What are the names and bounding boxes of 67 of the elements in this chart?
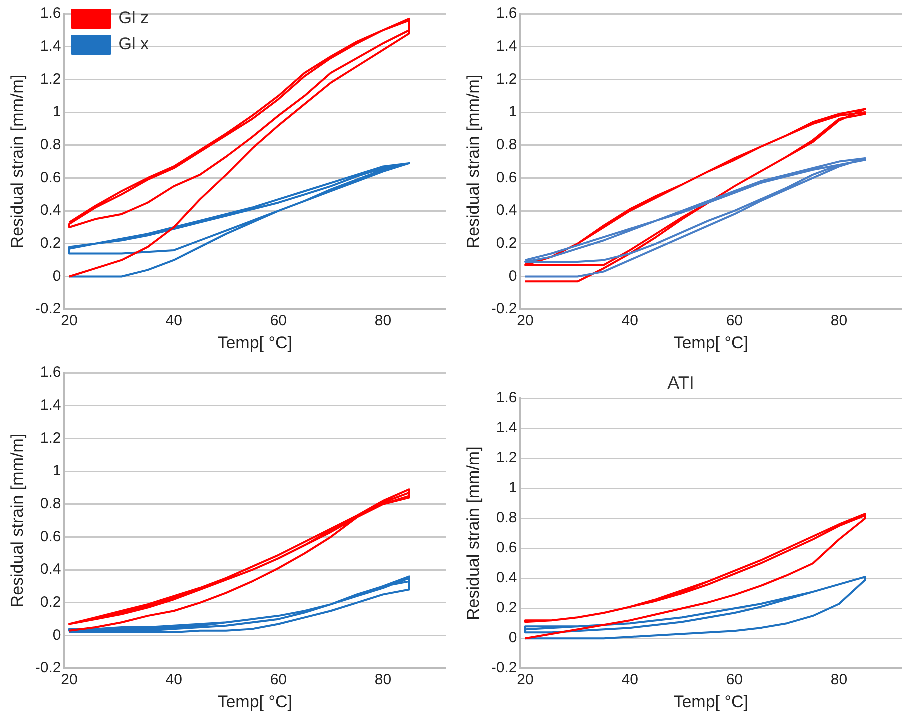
y-tick-label: -0.2	[35, 300, 62, 318]
y-tick-label: 1	[52, 104, 62, 121]
y-axis-title: Residual strain [mm/m]	[464, 446, 483, 621]
x-tick-label: 60	[726, 672, 743, 689]
y-axis-title: Residual strain [mm/m]	[464, 74, 483, 249]
y-tick-label: 0	[52, 626, 62, 644]
x-tick-label: 20	[61, 312, 78, 330]
y-tick-label: 0.4	[496, 202, 518, 220]
y-tick-label: 1.2	[496, 450, 518, 467]
x-tick-label: 20	[61, 672, 78, 689]
y-tick-label: 1.6	[496, 390, 518, 407]
y-tick-label: 1	[508, 480, 518, 497]
x-tick-label: 40	[622, 672, 638, 689]
legend-label: Gl z	[118, 8, 149, 28]
x-tick-label: 60	[270, 672, 287, 689]
x-tick-label: 80	[830, 312, 848, 330]
y-tick-label: 1.4	[40, 396, 62, 414]
y-tick-label: 0.6	[496, 540, 518, 557]
x-tick-label: 20	[517, 672, 534, 689]
y-tick-label: 0.4	[40, 202, 62, 220]
y-tick-label: 1.4	[496, 38, 518, 55]
x-axis-title: Temp[ °C]	[674, 692, 749, 712]
y-tick-label: 0.6	[40, 528, 62, 546]
y-tick-label: 0.6	[40, 169, 62, 186]
y-tick-label: 1.6	[40, 364, 62, 382]
y-tick-label: 0.8	[496, 510, 518, 527]
y-tick-label: 1.6	[496, 5, 518, 22]
y-axis-title: Residual strain [mm/m]	[8, 74, 27, 249]
chart-title: ATI	[668, 372, 694, 393]
x-axis-title: Temp[ °C]	[218, 692, 293, 712]
y-tick-label: 1.2	[496, 70, 518, 88]
legend-label: Gl x	[118, 34, 150, 54]
y-tick-label: 1	[508, 104, 518, 121]
y-tick-label: 1.2	[40, 70, 62, 88]
y-tick-label: 0.4	[496, 570, 518, 587]
x-axis-title: Temp[ °C]	[674, 333, 749, 352]
y-tick-label: 1.2	[40, 430, 62, 447]
y-tick-label: 1	[52, 462, 62, 480]
y-tick-label: 0	[508, 268, 518, 285]
y-tick-label: 0.4	[40, 561, 62, 578]
y-tick-label: 0.8	[40, 496, 62, 513]
y-tick-label: -0.2	[491, 300, 518, 318]
x-tick-label: 40	[622, 312, 638, 330]
x-axis-title: Temp[ °C]	[218, 333, 293, 352]
y-tick-label: 1.6	[40, 5, 62, 22]
x-tick-label: 40	[166, 312, 182, 330]
y-tick-label: 0	[52, 268, 62, 285]
y-tick-label: 0	[508, 630, 518, 647]
x-tick-label: 80	[374, 672, 392, 689]
y-tick-label: 0.2	[40, 235, 62, 252]
x-tick-label: 60	[726, 312, 743, 330]
y-axis-title: Residual strain [mm/m]	[8, 434, 27, 608]
x-tick-label: 80	[374, 312, 392, 330]
y-tick-label: 0.8	[496, 136, 518, 154]
y-tick-label: 0.2	[496, 600, 518, 617]
x-tick-label: 40	[166, 672, 182, 689]
y-tick-label: 0.6	[496, 169, 518, 186]
y-tick-label: 1.4	[496, 420, 518, 437]
y-tick-label: -0.2	[35, 660, 62, 677]
y-tick-label: 0.8	[40, 136, 62, 154]
x-tick-label: 60	[270, 312, 287, 330]
y-tick-label: 0.2	[496, 235, 518, 252]
y-tick-label: 0.2	[40, 594, 62, 612]
x-tick-label: 80	[830, 672, 848, 689]
x-tick-label: 20	[517, 312, 534, 330]
y-tick-label: -0.2	[491, 660, 518, 677]
y-tick-label: 1.4	[40, 38, 62, 55]
